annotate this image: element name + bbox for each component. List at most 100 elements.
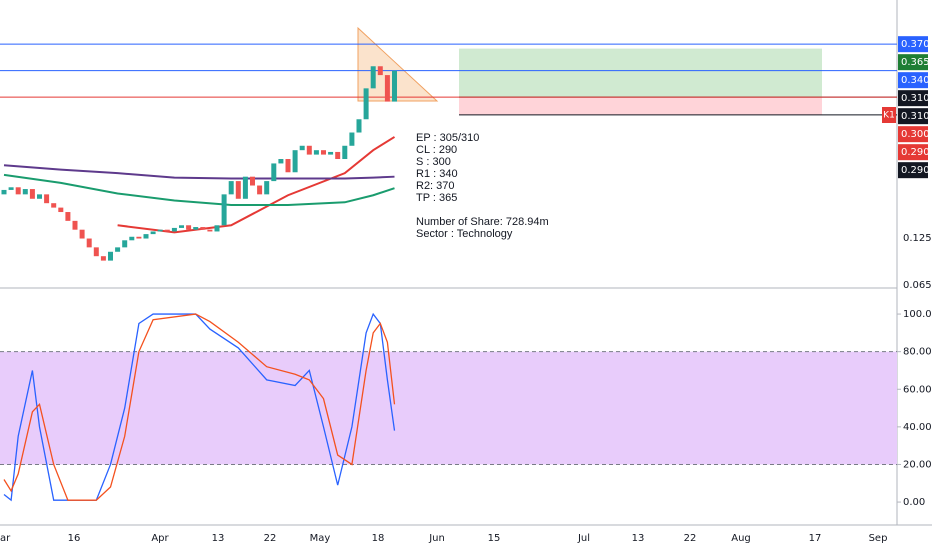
candle bbox=[58, 207, 64, 213]
stoch-line bbox=[3, 313, 396, 501]
candle bbox=[257, 185, 263, 195]
candle bbox=[193, 227, 199, 230]
price-label-bg bbox=[898, 108, 928, 125]
price-label-bg bbox=[898, 90, 928, 107]
candle bbox=[278, 159, 284, 164]
candle bbox=[72, 220, 78, 230]
x-tick-label: Apr bbox=[151, 533, 169, 544]
candle bbox=[299, 145, 305, 151]
x-tick-label: Aug bbox=[731, 533, 751, 544]
price-label: 0.340 bbox=[901, 75, 930, 86]
annotation: R2: 370 bbox=[416, 180, 455, 192]
candle bbox=[207, 229, 213, 232]
candle bbox=[214, 225, 220, 232]
candle bbox=[108, 251, 113, 261]
price-label-bg bbox=[898, 36, 928, 53]
moving-average bbox=[3, 173, 395, 206]
price-label: 0.290 bbox=[901, 165, 930, 176]
candle bbox=[392, 70, 397, 102]
candle bbox=[349, 132, 355, 146]
candle bbox=[44, 194, 50, 204]
moving-average bbox=[117, 136, 396, 234]
candle bbox=[15, 187, 21, 195]
marker: K1 bbox=[883, 111, 895, 121]
price-label-bg bbox=[898, 162, 928, 179]
x-tick-label: May bbox=[310, 533, 331, 544]
candle bbox=[235, 181, 241, 199]
candle bbox=[292, 150, 298, 173]
moving-average bbox=[3, 164, 395, 180]
y-tick-label: 20.00 bbox=[903, 459, 932, 470]
candle bbox=[51, 203, 57, 208]
candle bbox=[335, 151, 341, 160]
marker-bg bbox=[882, 107, 896, 123]
candle bbox=[79, 229, 85, 239]
candle bbox=[37, 194, 42, 199]
x-tick-label: 22 bbox=[264, 533, 277, 544]
candle bbox=[321, 150, 326, 155]
candle bbox=[271, 163, 277, 182]
annotation: CL : 290 bbox=[416, 144, 457, 156]
candle bbox=[100, 256, 106, 261]
candle bbox=[186, 225, 192, 230]
x-tick-label: Jun bbox=[428, 533, 445, 544]
price-label-bg bbox=[898, 54, 928, 71]
candle bbox=[143, 234, 149, 239]
stop-zone bbox=[459, 97, 822, 115]
candle bbox=[328, 151, 334, 155]
candle bbox=[264, 181, 270, 195]
candle bbox=[86, 238, 92, 248]
candle bbox=[136, 236, 142, 239]
price-label-bg bbox=[898, 144, 928, 161]
candle bbox=[221, 194, 227, 226]
price-label-bg bbox=[898, 126, 928, 143]
annotation: Sector : Technology bbox=[416, 228, 513, 240]
candle bbox=[200, 227, 206, 230]
price-label: 0.365 bbox=[901, 57, 930, 68]
x-tick-label: 17 bbox=[809, 533, 822, 544]
candle bbox=[313, 150, 319, 155]
stoch-line bbox=[3, 312, 396, 502]
candle bbox=[115, 247, 121, 252]
price-label: 0.300 bbox=[901, 129, 930, 140]
x-tick-label: Jul bbox=[577, 533, 590, 544]
candle bbox=[285, 159, 291, 173]
y-tick-label: 0.00 bbox=[903, 497, 925, 508]
annotation: Number of Share: 728.94m bbox=[416, 216, 549, 228]
candle bbox=[1, 189, 7, 195]
x-tick-label: 13 bbox=[212, 533, 225, 544]
price-label: 0.290 bbox=[901, 147, 930, 158]
y-tick-label: 60.00 bbox=[903, 384, 932, 395]
x-tick-label: 15 bbox=[488, 533, 501, 544]
candle bbox=[377, 66, 383, 76]
price-label: 0.370 bbox=[901, 39, 930, 50]
price-label: 0.310 bbox=[901, 93, 930, 104]
candle bbox=[242, 176, 248, 199]
annotation: S : 300 bbox=[416, 156, 451, 168]
x-tick-label: 16 bbox=[68, 533, 81, 544]
candle bbox=[29, 189, 35, 199]
volume-tick-label: 0.065 bbox=[903, 280, 932, 291]
candle bbox=[228, 181, 234, 195]
target-zone bbox=[459, 48, 822, 98]
candle bbox=[65, 212, 71, 221]
volume-tick-label: 0.125 bbox=[903, 233, 932, 244]
candle bbox=[179, 225, 184, 228]
candle bbox=[171, 227, 177, 232]
candle bbox=[363, 88, 369, 120]
y-tick-label: 40.00 bbox=[903, 422, 932, 433]
candle bbox=[93, 247, 99, 257]
candle bbox=[129, 236, 135, 241]
annotation: EP : 305/310 bbox=[416, 132, 479, 144]
x-tick-label: ar bbox=[0, 533, 11, 544]
candle bbox=[157, 229, 163, 232]
annotation: TP : 365 bbox=[416, 192, 457, 204]
candle bbox=[122, 240, 128, 248]
candle bbox=[370, 66, 376, 89]
y-tick-label: 80.00 bbox=[903, 347, 932, 358]
x-tick-label: 18 bbox=[372, 533, 385, 544]
y-tick-label: 100.00 bbox=[903, 309, 932, 320]
